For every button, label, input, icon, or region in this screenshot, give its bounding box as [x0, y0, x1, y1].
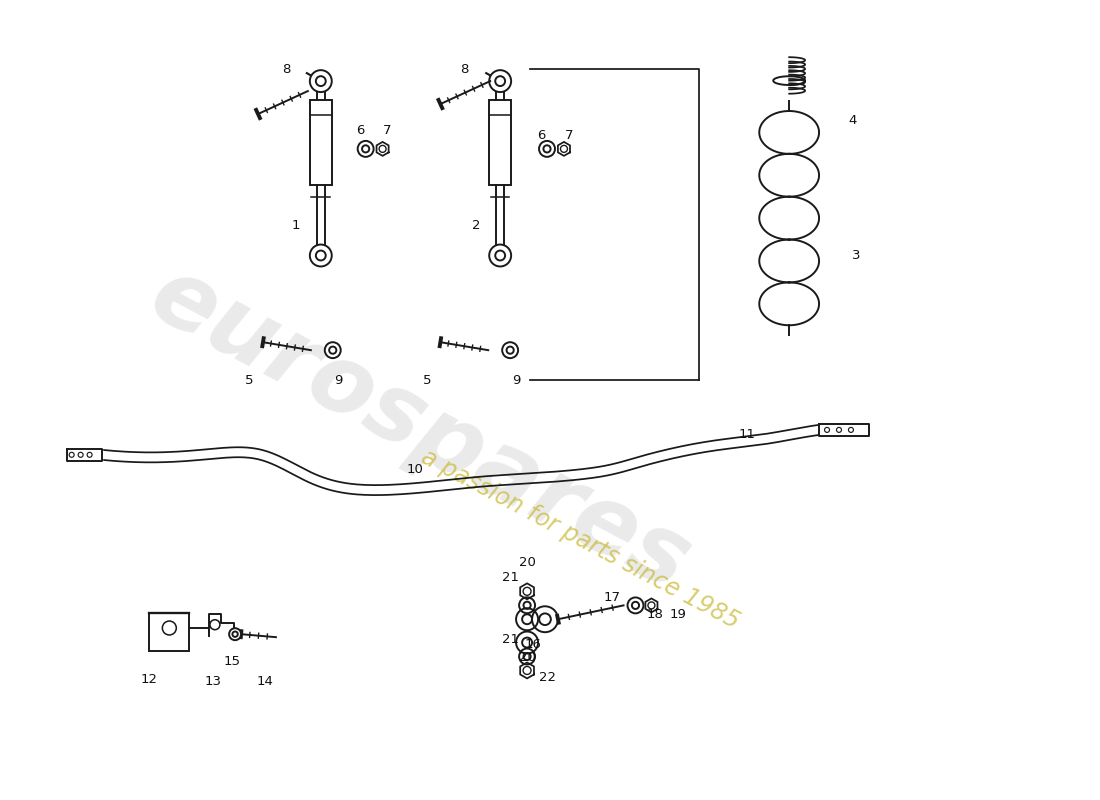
Text: 10: 10 [407, 463, 424, 476]
Circle shape [358, 141, 374, 157]
Circle shape [503, 342, 518, 358]
Polygon shape [520, 583, 534, 599]
Text: 15: 15 [223, 654, 241, 667]
Text: 7: 7 [383, 125, 392, 138]
Circle shape [163, 621, 176, 635]
Text: 22: 22 [539, 670, 556, 683]
Circle shape [310, 245, 332, 266]
Polygon shape [520, 662, 534, 678]
Circle shape [627, 598, 644, 614]
Text: 9: 9 [512, 374, 520, 386]
Circle shape [519, 598, 535, 614]
Circle shape [539, 141, 556, 157]
Text: 1: 1 [292, 219, 300, 232]
Bar [310, 100, 332, 185]
Bar [490, 100, 512, 185]
Circle shape [848, 427, 854, 432]
Text: 19: 19 [669, 608, 686, 621]
Text: 8: 8 [282, 62, 290, 76]
Bar [310, 100, 332, 185]
Text: 2: 2 [472, 219, 481, 232]
Circle shape [516, 608, 538, 630]
Text: 16: 16 [525, 638, 541, 650]
Bar [150, 613, 189, 650]
Polygon shape [376, 142, 388, 156]
Text: 5: 5 [424, 374, 431, 386]
Circle shape [229, 628, 241, 640]
Circle shape [324, 342, 341, 358]
Text: eurospares: eurospares [135, 249, 706, 610]
Text: 13: 13 [205, 674, 222, 687]
Text: 6: 6 [356, 125, 365, 138]
Circle shape [532, 606, 558, 632]
Text: 18: 18 [646, 608, 663, 621]
Bar [150, 613, 189, 650]
Circle shape [310, 70, 332, 92]
Text: 3: 3 [851, 249, 860, 262]
Circle shape [836, 427, 842, 432]
Text: 21: 21 [502, 571, 518, 584]
Text: 8: 8 [460, 62, 469, 76]
Circle shape [210, 620, 220, 630]
Text: a passion for parts since 1985: a passion for parts since 1985 [417, 445, 744, 634]
Circle shape [825, 427, 829, 432]
Bar [490, 100, 512, 185]
Text: 4: 4 [849, 114, 857, 127]
Polygon shape [820, 424, 869, 436]
Circle shape [69, 452, 74, 458]
Circle shape [490, 245, 512, 266]
Text: 9: 9 [334, 374, 343, 386]
Text: 7: 7 [564, 130, 573, 142]
Polygon shape [67, 449, 101, 461]
Circle shape [490, 70, 512, 92]
Text: 14: 14 [256, 674, 274, 687]
Text: 21: 21 [502, 633, 518, 646]
Text: 20: 20 [518, 650, 536, 664]
Text: 12: 12 [141, 673, 158, 686]
Text: 11: 11 [739, 428, 756, 442]
Circle shape [516, 631, 538, 654]
Text: 6: 6 [537, 130, 546, 142]
Polygon shape [558, 142, 570, 156]
Text: 17: 17 [603, 591, 620, 604]
Polygon shape [646, 598, 658, 612]
Text: 20: 20 [518, 556, 536, 569]
Circle shape [519, 649, 535, 665]
Text: 5: 5 [245, 374, 253, 386]
Circle shape [78, 452, 84, 458]
Circle shape [87, 452, 92, 458]
